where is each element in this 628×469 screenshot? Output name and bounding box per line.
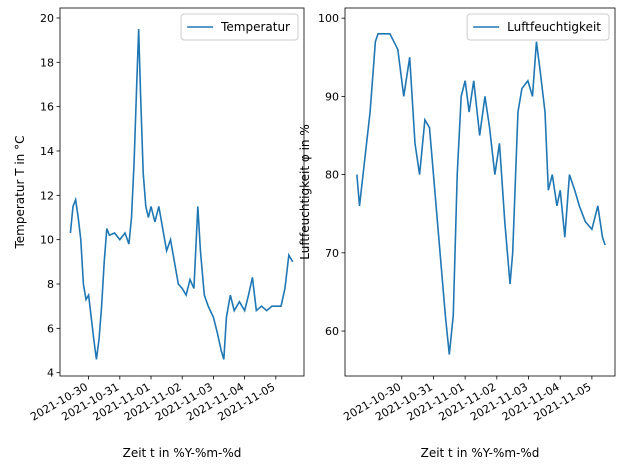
- axes-frame: [344, 7, 616, 377]
- y-tick-label: 14: [40, 145, 54, 158]
- y-tick-label: 8: [47, 278, 54, 291]
- legend-box: [180, 13, 299, 41]
- x-axis-label: Zeit t in %Y-%m-%d: [123, 446, 242, 460]
- y-tick-label: 70: [325, 247, 339, 260]
- y-tick-label: 4: [47, 367, 54, 380]
- data-line: [69, 29, 294, 360]
- y-tick-label: 12: [40, 189, 54, 202]
- legend-label: Temperatur: [220, 20, 290, 34]
- axes-frame: [59, 7, 305, 377]
- y-tick-label: 60: [325, 325, 339, 338]
- legend-label: Luftfeuchtigkeit: [507, 20, 601, 34]
- y-axis-label: Temperatur T in °C: [13, 136, 27, 250]
- y-tick-label: 6: [47, 322, 54, 335]
- chart-panel: 4681012141618202021-10-302021-10-312021-…: [13, 7, 305, 460]
- data-line: [356, 33, 606, 355]
- y-tick-label: 20: [40, 12, 54, 25]
- y-tick-label: 100: [318, 12, 339, 25]
- y-tick-label: 18: [40, 56, 54, 69]
- legend: Luftfeuchtigkeit: [466, 13, 610, 41]
- chart-panel: 607080901002021-10-302021-10-312021-11-0…: [298, 7, 616, 460]
- plot-area: [356, 33, 606, 355]
- y-tick-label: 90: [325, 90, 339, 103]
- y-axis-label: Luftfeuchtigkeit φ in %: [298, 124, 312, 260]
- legend: Temperatur: [180, 13, 299, 41]
- legend-box: [466, 13, 610, 41]
- y-tick-label: 10: [40, 234, 54, 247]
- plot-area: [69, 29, 294, 360]
- y-tick-label: 16: [40, 101, 54, 114]
- x-axis-label: Zeit t in %Y-%m-%d: [421, 446, 540, 460]
- y-tick-label: 80: [325, 169, 339, 182]
